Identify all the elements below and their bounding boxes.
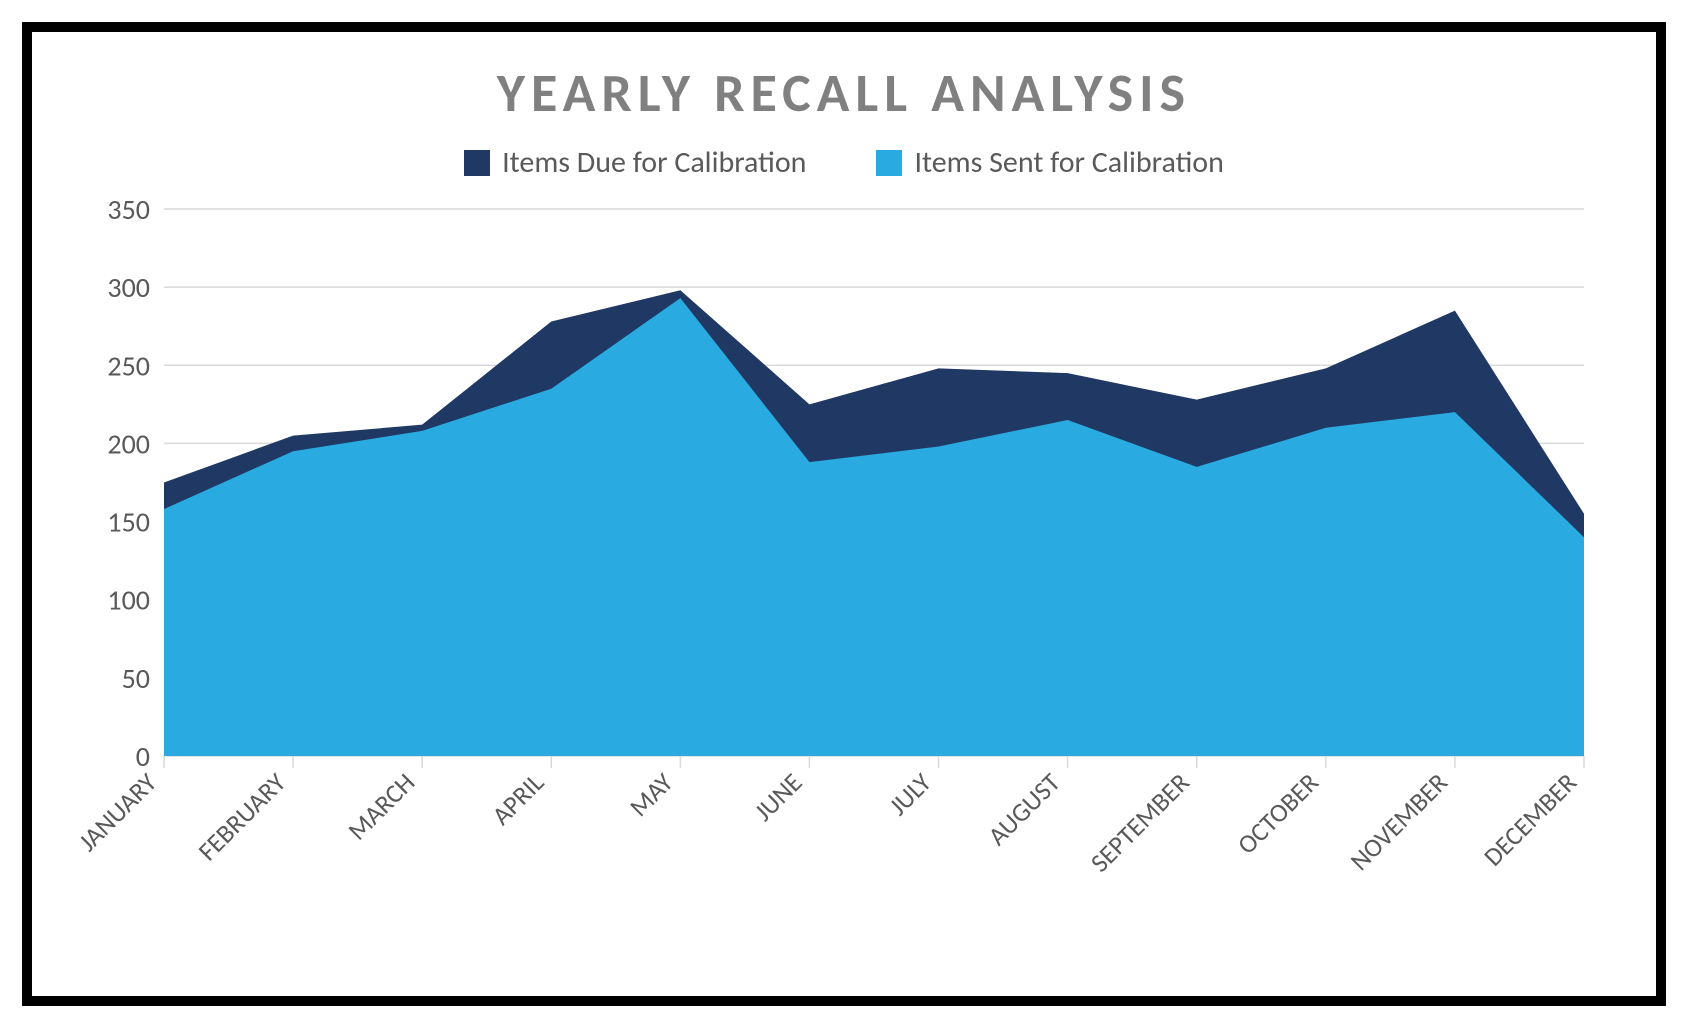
- x-tick-label: FEBRUARY: [191, 766, 292, 867]
- legend-label-due: Items Due for Calibration: [502, 144, 806, 181]
- y-tick-label: 200: [107, 426, 150, 461]
- x-tick-label: SEPTEMBER: [1084, 766, 1196, 878]
- x-tick-label: MARCH: [341, 766, 421, 846]
- chart-title: YEARLY RECALL ANALYSIS: [74, 60, 1614, 126]
- x-tick-label: DECEMBER: [1477, 766, 1583, 872]
- legend-label-sent: Items Sent for Calibration: [914, 144, 1223, 181]
- x-tick-label: MAY: [623, 766, 680, 823]
- legend-swatch-due: [464, 150, 490, 176]
- area-chart-svg: 050100150200250300350JANUARYFEBRUARYMARC…: [74, 199, 1614, 976]
- chart-legend: Items Due for Calibration Items Sent for…: [74, 144, 1614, 181]
- x-tick-label: AUGUST: [981, 766, 1067, 852]
- y-tick-label: 150: [107, 505, 150, 540]
- x-tick-label: NOVEMBER: [1343, 766, 1454, 877]
- legend-swatch-sent: [876, 150, 902, 176]
- legend-item-due: Items Due for Calibration: [464, 144, 806, 181]
- x-tick-label: JANUARY: [74, 766, 163, 858]
- y-tick-label: 250: [107, 348, 150, 383]
- legend-item-sent: Items Sent for Calibration: [876, 144, 1223, 181]
- y-tick-label: 300: [107, 270, 150, 305]
- chart-plot: 050100150200250300350JANUARYFEBRUARYMARC…: [74, 199, 1614, 976]
- y-tick-label: 100: [107, 583, 150, 618]
- x-tick-label: JULY: [882, 766, 938, 822]
- y-tick-label: 350: [107, 199, 150, 227]
- x-tick-label: APRIL: [485, 766, 550, 831]
- chart-card: YEARLY RECALL ANALYSIS Items Due for Cal…: [22, 22, 1666, 1006]
- x-tick-label: JUNE: [747, 766, 808, 827]
- y-tick-label: 50: [122, 661, 150, 696]
- x-tick-label: OCTOBER: [1231, 766, 1325, 860]
